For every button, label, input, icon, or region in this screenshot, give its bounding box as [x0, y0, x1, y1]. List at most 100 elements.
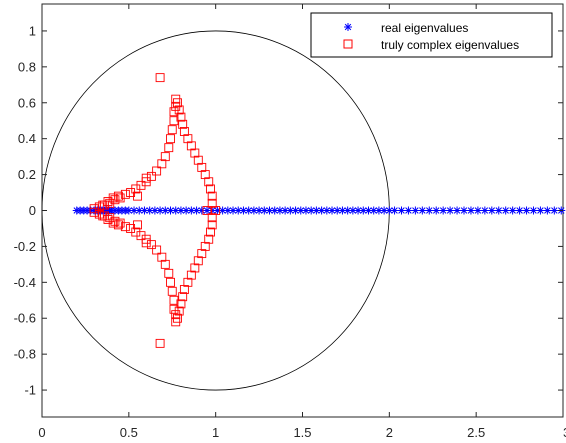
y-tick-label: -0.2: [14, 239, 36, 254]
asterisk-stroke: [523, 207, 530, 214]
asterisk-stroke: [177, 207, 185, 214]
y-tick-label: -0.6: [14, 311, 36, 326]
asterisk-stroke: [281, 207, 289, 214]
real-eigenvalue-point: [359, 206, 368, 215]
asterisk-stroke: [318, 207, 325, 214]
x-tick-label: 0.5: [120, 425, 138, 440]
asterisk-stroke: [537, 207, 544, 214]
real-eigenvalue-point: [390, 206, 399, 215]
real-eigenvalue-point: [166, 206, 175, 215]
complex-eigenvalue-point: [183, 134, 193, 144]
asterisk-stroke: [391, 207, 398, 214]
real-eigenvalue-point: [218, 206, 227, 215]
real-eigenvalue-point: [494, 206, 503, 215]
asterisk-stroke: [439, 207, 447, 214]
real-eigenvalue-point: [192, 206, 201, 215]
real-eigenvalue-point: [418, 206, 427, 215]
asterisk-stroke: [141, 207, 148, 214]
real-eigenvalues-series: [72, 206, 566, 215]
x-tick-label: 2.5: [467, 425, 485, 440]
complex-eigenvalue-point: [186, 270, 196, 280]
asterisk-stroke: [255, 207, 263, 214]
complex-eigenvalue-point: [178, 292, 188, 302]
y-tick-label: 0.4: [18, 131, 36, 146]
legend-marker-complex: [343, 39, 353, 49]
complex-eigenvalue-point: [207, 213, 217, 223]
real-eigenvalue-point: [439, 206, 448, 215]
legend-box: [310, 12, 553, 58]
real-eigenvalue-point: [446, 206, 455, 215]
real-eigenvalue-point: [397, 206, 406, 215]
asterisk-stroke: [344, 23, 352, 31]
complex-eigenvalue-point: [113, 191, 123, 201]
complex-eigenvalue-point: [200, 241, 210, 251]
complex-eigenvalue-point: [120, 189, 130, 199]
asterisk-stroke: [426, 207, 433, 214]
y-axis-ticks: 1 0.8 0.6 0.4 0.2 0 -0.2 -0.4 -0.6 -0.8 -1: [14, 23, 563, 398]
asterisk-stroke: [354, 207, 362, 214]
asterisk-stroke: [287, 207, 294, 214]
asterisk-stroke: [495, 207, 502, 214]
asterisk-stroke: [460, 207, 468, 214]
complex-eigenvalue-point: [197, 249, 207, 259]
asterisk-stroke: [349, 207, 357, 214]
real-eigenvalue-point: [487, 206, 496, 215]
complex-eigenvalue-point: [169, 107, 179, 117]
complex-eigenvalue-point: [164, 268, 174, 278]
real-eigenvalue-point: [404, 206, 413, 215]
complex-eigenvalue-point: [176, 112, 186, 122]
asterisk-stroke: [467, 207, 475, 214]
complex-eigenvalue-point: [108, 218, 118, 228]
real-eigenvalue-point: [145, 206, 154, 215]
y-tick-label: 0.8: [18, 59, 36, 74]
real-eigenvalue-point: [501, 206, 510, 215]
asterisk-stroke: [328, 207, 336, 214]
complex-eigenvalue-point: [190, 148, 200, 158]
asterisk-stroke: [398, 207, 405, 214]
legend-label-complex: truly complex eigenvalues: [381, 38, 519, 52]
real-eigenvalue-point: [161, 206, 170, 215]
real-eigenvalue-point: [529, 206, 538, 215]
real-eigenvalue-point: [432, 206, 441, 215]
complex-eigenvalue-point: [206, 184, 215, 194]
complex-eigenvalue-point: [200, 170, 210, 180]
asterisk-stroke: [136, 207, 143, 214]
complex-eigenvalue-point: [183, 277, 193, 287]
real-eigenvalue-point: [385, 206, 394, 215]
complex-eigenvalue-point: [173, 98, 182, 108]
asterisk-stroke: [488, 207, 496, 214]
asterisk-stroke: [229, 207, 237, 214]
asterisk-stroke: [446, 207, 454, 214]
asterisk-stroke: [245, 207, 252, 214]
complex-eigenvalue-point: [204, 177, 214, 187]
complex-eigenvalue-point: [207, 198, 217, 208]
asterisk-stroke: [380, 207, 388, 214]
asterisk-stroke: [360, 207, 367, 214]
complex-eigenvalue-point: [207, 220, 217, 230]
complex-eigenvalue-point: [155, 73, 165, 83]
asterisk-stroke: [375, 207, 383, 214]
asterisk-stroke: [481, 207, 489, 214]
complex-eigenvalue-point: [166, 134, 175, 144]
x-tick-label: 3: [563, 425, 566, 440]
asterisk-stroke: [292, 207, 299, 214]
y-tick-label: -1: [24, 383, 36, 398]
complex-eigenvalue-point: [166, 277, 175, 287]
complex-eigenvalue-point: [133, 220, 142, 230]
asterisk-stroke: [125, 207, 133, 214]
complex-eigenvalue-point: [160, 152, 170, 162]
asterisk-stroke: [240, 207, 247, 214]
complex-eigenvalues-series: [89, 73, 221, 348]
complex-eigenvalue-point: [152, 166, 162, 176]
real-eigenvalue-point: [508, 206, 517, 215]
asterisk-stroke: [386, 207, 393, 214]
real-eigenvalue-point: [343, 206, 352, 215]
complex-eigenvalue-point: [202, 206, 212, 215]
complex-eigenvalue-point: [174, 105, 184, 115]
complex-eigenvalue-point: [89, 207, 99, 217]
complex-eigenvalue-point: [176, 299, 186, 309]
real-eigenvalue-point: [460, 206, 469, 215]
complex-eigenvalue-point: [167, 286, 177, 296]
asterisk-stroke: [276, 207, 284, 214]
